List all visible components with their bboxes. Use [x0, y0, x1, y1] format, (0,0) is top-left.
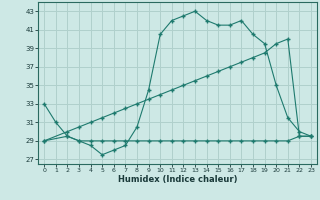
X-axis label: Humidex (Indice chaleur): Humidex (Indice chaleur): [118, 175, 237, 184]
